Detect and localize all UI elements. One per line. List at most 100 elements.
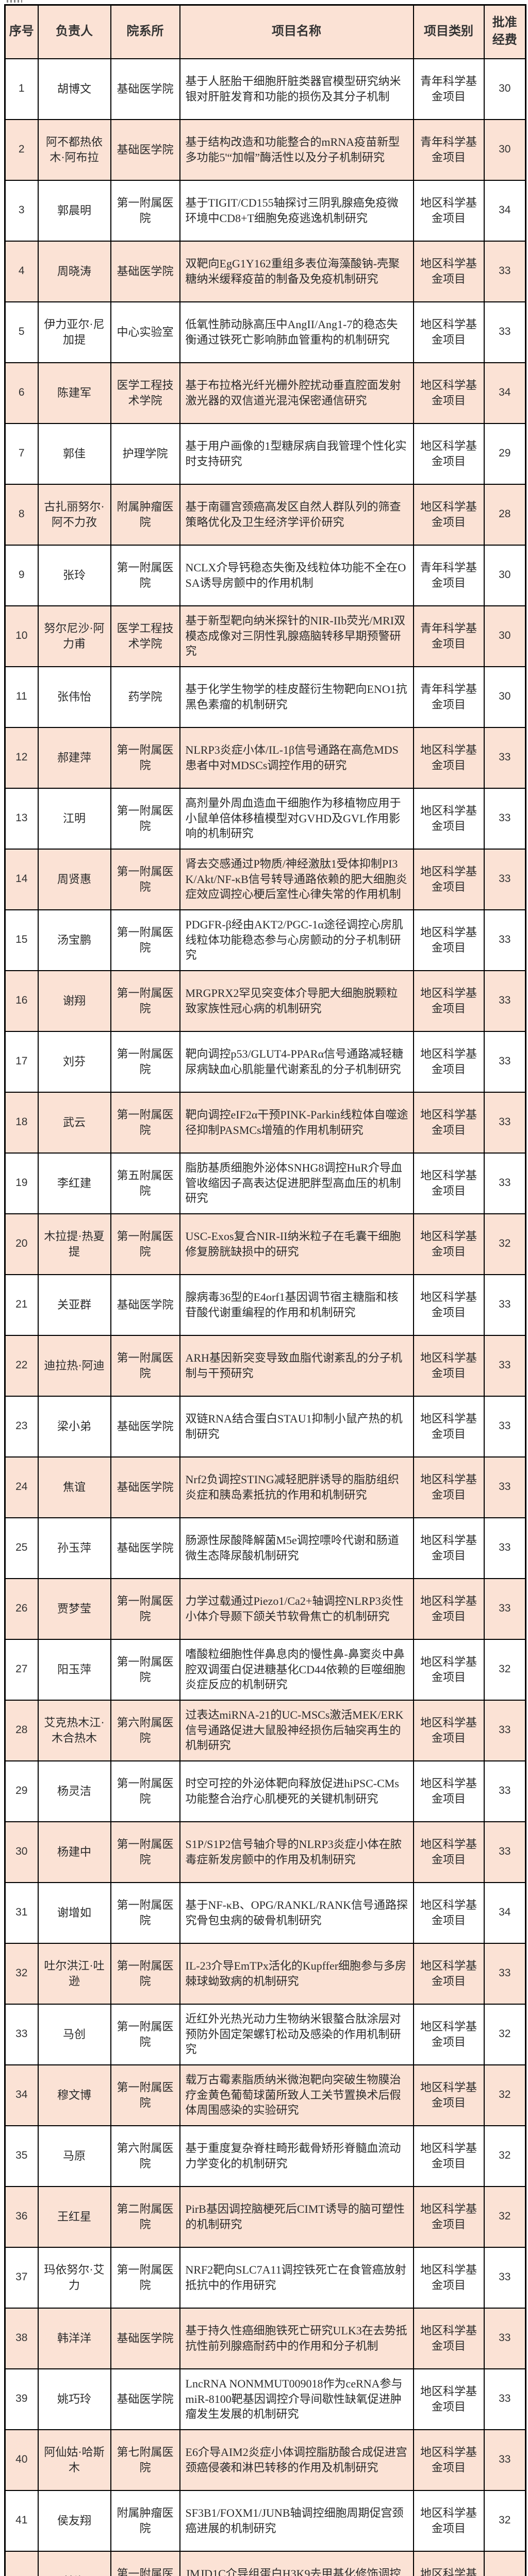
cell-seq: 8 xyxy=(4,483,39,546)
cell-project-type: 地区科学基金项目 xyxy=(412,1638,485,1701)
cell-project-title: 基于结构改造和功能整合的mRNA疫苗新型多功能5'“加帽”酶活性以及分子机制研究 xyxy=(179,118,414,181)
cell-project-type: 地区科学基金项目 xyxy=(412,1334,485,1397)
cell-project-type: 地区科学基金项目 xyxy=(412,1030,485,1093)
cell-pi-name: 阿仙姑·哈斯木 xyxy=(37,2429,111,2491)
table-row: 15 汤宝鹏 第一附属医院 PDGFR-β经由AKT2/PGC-1α途径调控心房… xyxy=(4,909,526,971)
cell-project-title: SF3B1/FOXM1/JUNB轴调控细胞周期促宫颈癌进展的机制研究 xyxy=(179,2489,414,2552)
cell-project-title: NLRP3炎症小体/IL-1β信号通路在高危MDS患者中对MDSCs调控作用的研… xyxy=(179,726,414,789)
cell-seq: 37 xyxy=(4,2246,39,2309)
cell-department: 第一附属医院 xyxy=(110,848,180,910)
table-row: 40 阿仙姑·哈斯木 第七附属医院 E6介导AIM2炎症小体调控脂肪酸合成促进宫… xyxy=(4,2429,526,2491)
cell-approved-fund: 34 xyxy=(483,1882,526,1944)
cell-project-title: IL-23介导EmTPx活化的Kupffer细胞参与多房棘球蚴致病的机制研究 xyxy=(179,1942,414,2005)
col-header-pi: 负责人 xyxy=(37,4,111,59)
cell-project-title: USC-Exos复合NIR-II纳米粒子在毛囊干细胞修复膀胱缺损中的研究 xyxy=(179,1213,414,1275)
table-row: 21 关亚群 基础医学院 腺病毒36型的E4orf1基因调节宿主糖脂和核苷酸代谢… xyxy=(4,1274,526,1336)
cell-department: 第一附属医院 xyxy=(110,1091,180,1154)
cell-approved-fund: 33 xyxy=(483,970,526,1032)
cell-project-title: 肾去交感通过P物质/神经激肽1受体抑制PI3K/Akt/NF-κB信号转导通路依… xyxy=(179,848,414,910)
cell-project-type: 地区科学基金项目 xyxy=(412,970,485,1032)
table-row: 5 伊力亚尔·尼加提 中心实验室 低氧性肺动脉高压中AngII/Ang1-7的稳… xyxy=(4,301,526,363)
cell-pi-name: 郭晨明 xyxy=(37,179,111,242)
cell-pi-name: 郭佳 xyxy=(37,422,111,485)
cell-approved-fund: 33 xyxy=(483,2246,526,2309)
cell-pi-name: 迪拉热·阿迪 xyxy=(37,1334,111,1397)
cell-approved-fund: 34 xyxy=(483,362,526,424)
cell-approved-fund: 33 xyxy=(483,1821,526,1883)
cell-pi-name: 努尔尼沙·阿力甫 xyxy=(37,605,111,667)
cell-seq: 32 xyxy=(4,1942,39,2005)
cell-seq: 31 xyxy=(4,1882,39,1944)
cell-project-type: 地区科学基金项目 xyxy=(412,1395,485,1458)
cell-project-type: 青年科学基金项目 xyxy=(412,58,485,120)
cell-approved-fund: 32 xyxy=(483,1213,526,1275)
cell-project-type: 地区科学基金项目 xyxy=(412,1821,485,1883)
cell-pi-name: 胡博文 xyxy=(37,58,111,120)
cell-seq: 25 xyxy=(4,1517,39,1579)
cell-department: 基础医学院 xyxy=(110,1517,180,1579)
cell-project-type: 地区科学基金项目 xyxy=(412,179,485,242)
cell-seq: 17 xyxy=(4,1030,39,1093)
cell-department: 第一附属医院 xyxy=(110,1578,180,1640)
cell-project-title: 基于持久性癌细胞铁死亡研究ULK3在去势抵抗性前列腺癌耐药中的作用和分子机制 xyxy=(179,2307,414,2369)
table-row: 13 江明 第一附属医院 高剂量外周血造血干细胞作为移植物应用于小鼠单倍体移植模… xyxy=(4,787,526,850)
cell-seq: 35 xyxy=(4,2125,39,2187)
cell-department: 护理学院 xyxy=(110,422,180,485)
cell-project-title: 靶向调控p53/GLUT4-PPARα信号通路减轻糖尿病缺血心肌能量代谢紊乱的分… xyxy=(179,1030,414,1093)
table-row: 23 梁小弟 基础医学院 双链RNA结合蛋白STAU1抑制小鼠产热的机制研究 地… xyxy=(4,1395,526,1458)
cell-department: 基础医学院 xyxy=(110,2307,180,2369)
cell-department: 基础医学院 xyxy=(110,118,180,181)
cell-approved-fund: 30 xyxy=(483,544,526,606)
table-row: 38 韩洋洋 基础医学院 基于持久性癌细胞铁死亡研究ULK3在去势抵抗性前列腺癌… xyxy=(4,2307,526,2369)
cell-pi-name: 王红星 xyxy=(37,2185,111,2248)
cell-seq: 24 xyxy=(4,1456,39,1518)
cell-approved-fund: 28 xyxy=(483,483,526,546)
cell-pi-name: 张玲 xyxy=(37,544,111,606)
cell-project-title: E6介导AIM2炎症小体调控脂肪酸合成促进宫颈癌侵袭和淋巴转移的作用及机制研究 xyxy=(179,2429,414,2491)
cell-department: 基础医学院 xyxy=(110,2368,180,2430)
cell-department: 第一附属医院 xyxy=(110,179,180,242)
cell-department: 第一附属医院 xyxy=(110,1942,180,2005)
table-row: 27 阳玉萍 第一附属医院 嗜酸粒细胞性伴鼻息肉的慢性鼻-鼻窦炎中鼻腔双调蛋白促… xyxy=(4,1638,526,1701)
cell-project-title: LncRNA NONMMUT009018作为ceRNA参与miR-8100靶基因… xyxy=(179,2368,414,2430)
cell-pi-name: 梁小弟 xyxy=(37,1395,111,1458)
cell-pi-name: 林海 xyxy=(37,2550,111,2576)
cell-project-title: S1P/S1P2信号轴介导的NLRP3炎症小体在脓毒症新发房颤中的作用及机制研究 xyxy=(179,1821,414,1883)
cell-seq: 30 xyxy=(4,1821,39,1883)
table-header: 序号 负责人 院系所 项目名称 项目类别 批准经费 xyxy=(4,4,526,59)
cell-project-type: 地区科学基金项目 xyxy=(412,301,485,363)
cell-approved-fund: 33 xyxy=(483,2368,526,2430)
cell-project-title: NRF2靶向SLC7A11调控铁死亡在食管癌放射抵抗中的作用研究 xyxy=(179,2246,414,2309)
cell-seq: 10 xyxy=(4,605,39,667)
cell-project-title: 过表达miRNA-21的UC-MSCs激活MEK/ERK信号通路促进大鼠股神经损… xyxy=(179,1699,414,1761)
cell-department: 基础医学院 xyxy=(110,1274,180,1336)
cell-seq: 14 xyxy=(4,848,39,910)
cell-seq: 33 xyxy=(4,2003,39,2065)
cell-department: 第一附属医院 xyxy=(110,970,180,1032)
cell-approved-fund: 33 xyxy=(483,2429,526,2491)
cell-seq: 34 xyxy=(4,2064,39,2126)
cell-seq: 26 xyxy=(4,1578,39,1640)
cell-project-type: 地区科学基金项目 xyxy=(412,2064,485,2126)
cell-seq: 6 xyxy=(4,362,39,424)
table-row: 30 杨建中 第一附属医院 S1P/S1P2信号轴介导的NLRP3炎症小体在脓毒… xyxy=(4,1821,526,1883)
cell-seq: 28 xyxy=(4,1699,39,1761)
cell-department: 基础医学院 xyxy=(110,1456,180,1518)
cell-approved-fund: 33 xyxy=(483,909,526,971)
cell-project-type: 地区科学基金项目 xyxy=(412,848,485,910)
cell-project-type: 地区科学基金项目 xyxy=(412,2368,485,2430)
cell-project-title: 基于化学生物学的桂皮醛衍生物靶向ENO1抗黑色素瘤的机制研究 xyxy=(179,666,414,728)
table-row: 32 吐尔洪江·吐逊 第一附属医院 IL-23介导EmTPx活化的Kupffer… xyxy=(4,1942,526,2005)
cell-seq: 2 xyxy=(4,118,39,181)
cell-project-type: 地区科学基金项目 xyxy=(412,1274,485,1336)
cell-department: 医学工程技术学院 xyxy=(110,605,180,667)
table-row: 42 林海 第一附属医院 JMJD1C介导组蛋白H3K9去甲基化修饰调控OCT4… xyxy=(4,2550,526,2576)
cell-project-title: 时空可控的外泌体靶向释放促进hiPSC-CMs功能整合治疗心肌梗死的关键机制研究 xyxy=(179,1760,414,1822)
table-row: 24 焦谊 基础医学院 Nrf2负调控STING减轻肥胖诱导的脂肪组织炎症和胰岛… xyxy=(4,1456,526,1518)
table-row: 25 孙玉萍 基础医学院 肠源性尿酸降解菌M5e调控嘌呤代谢和肠道微生态降尿酸机… xyxy=(4,1517,526,1579)
cell-project-type: 地区科学基金项目 xyxy=(412,2125,485,2187)
projects-table: 序号 负责人 院系所 项目名称 项目类别 批准经费 1 胡博文 基础医学院 基于… xyxy=(4,4,526,2576)
cell-department: 第五附属医院 xyxy=(110,1152,180,1214)
cell-approved-fund: 33 xyxy=(483,2307,526,2369)
table-row: 10 努尔尼沙·阿力甫 医学工程技术学院 基于新型靶向纳米探针的NIR-IIb荧… xyxy=(4,605,526,667)
